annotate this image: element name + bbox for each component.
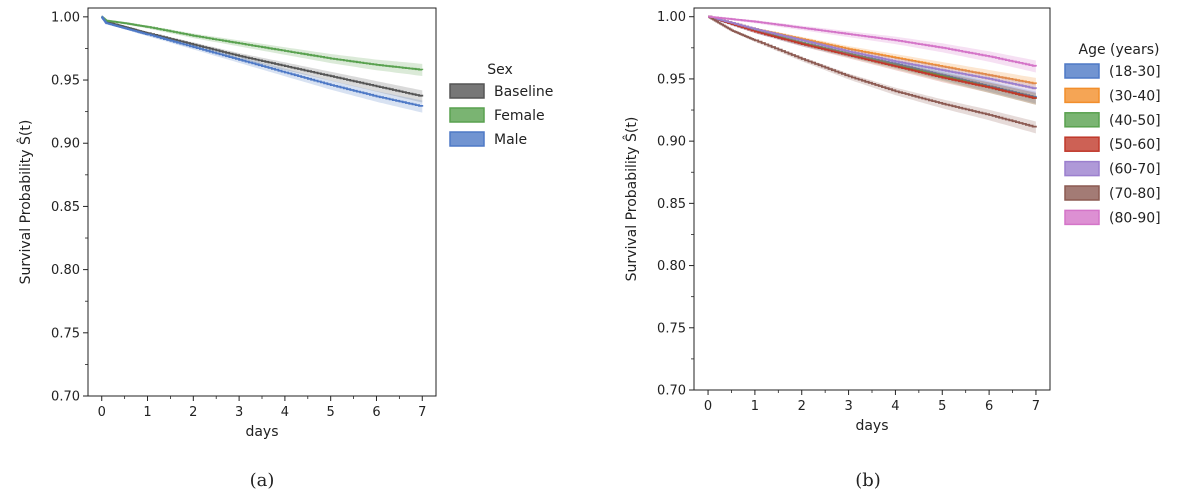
legend-label: Male bbox=[494, 132, 527, 148]
x-tick-label: 4 bbox=[281, 405, 289, 420]
y-tick-label: 0.70 bbox=[657, 384, 686, 399]
x-tick-label: 3 bbox=[844, 399, 852, 414]
legend: Age (years) (18-30] (30-40] (40-50] (50-60] (… bbox=[1064, 42, 1161, 226]
x-tick-label: 0 bbox=[98, 405, 106, 420]
series-line bbox=[708, 15, 1037, 99]
y-tick-label: 0.85 bbox=[51, 200, 80, 215]
y-tick-label: 0.75 bbox=[657, 321, 686, 336]
legend-swatch bbox=[1064, 87, 1100, 104]
y-tick-label: 0.90 bbox=[51, 137, 80, 152]
y-tick-label: 0.85 bbox=[657, 197, 686, 212]
series-line bbox=[101, 15, 424, 71]
legend-swatch bbox=[449, 131, 485, 147]
y-tick-label: 0.80 bbox=[657, 259, 686, 274]
legend-swatch bbox=[1064, 209, 1100, 226]
y-axis-label: Survival Probability Ŝ(t) bbox=[16, 120, 34, 285]
x-tick-label: 7 bbox=[1032, 399, 1040, 414]
y-tick-label: 0.95 bbox=[657, 72, 686, 87]
x-tick-label: 5 bbox=[938, 399, 946, 414]
x-tick-label: 4 bbox=[891, 399, 899, 414]
legend-label: (50-60] bbox=[1109, 137, 1161, 153]
y-tick-label: 1.00 bbox=[51, 10, 80, 25]
legend-swatch bbox=[1064, 136, 1100, 152]
legend-label: (80-90] bbox=[1109, 210, 1161, 226]
confidence-band bbox=[101, 16, 423, 103]
x-axis-label: days bbox=[855, 418, 888, 434]
y-tick-label: 0.90 bbox=[657, 135, 686, 150]
y-tick-label: 0.95 bbox=[51, 74, 80, 89]
x-tick-label: 2 bbox=[798, 399, 806, 414]
legend-swatch bbox=[1064, 63, 1100, 79]
series-line bbox=[708, 15, 1037, 90]
plot-frame bbox=[693, 7, 1051, 391]
series-line bbox=[101, 15, 424, 107]
legend-swatch bbox=[449, 83, 485, 99]
panel-caption: (b) bbox=[855, 470, 881, 491]
legend-label: (60-70] bbox=[1109, 162, 1161, 178]
legend-label: (18-30] bbox=[1109, 64, 1161, 80]
y-axis-label: Survival Probability Ŝ(t) bbox=[622, 117, 640, 282]
legend-label: Baseline bbox=[494, 84, 553, 100]
x-tick-label: 1 bbox=[751, 399, 759, 414]
legend-swatch bbox=[1064, 160, 1100, 177]
y-tick-label: 0.80 bbox=[51, 263, 80, 278]
y-tick-label: 1.00 bbox=[657, 10, 686, 25]
x-tick-label: 5 bbox=[327, 405, 335, 420]
legend-label: Female bbox=[494, 108, 545, 124]
legend-title: Sex bbox=[487, 62, 513, 78]
panel-caption: (a) bbox=[250, 470, 275, 491]
series-line bbox=[708, 15, 1037, 128]
x-tick-label: 6 bbox=[985, 399, 993, 414]
series-line bbox=[708, 15, 1037, 67]
x-tick-label: 3 bbox=[235, 405, 243, 420]
legend-swatch bbox=[1064, 185, 1100, 201]
x-tick-label: 1 bbox=[143, 405, 151, 420]
legend-label: (30-40] bbox=[1109, 88, 1161, 104]
panel-a: 0 1 2 3 4 5 6 7 0.70 0.75 0.80 0.85 0.90 0.95 1.00 days… bbox=[16, 7, 553, 491]
x-tick-label: 2 bbox=[189, 405, 197, 420]
x-tick-label: 7 bbox=[418, 405, 426, 420]
confidence-band bbox=[708, 16, 1036, 134]
x-axis-label: days bbox=[245, 424, 278, 440]
y-tick-label: 0.75 bbox=[51, 326, 80, 341]
legend-title: Age (years) bbox=[1079, 42, 1160, 58]
legend-swatch bbox=[1064, 112, 1100, 128]
legend-label: (40-50] bbox=[1109, 113, 1161, 129]
legend-swatch bbox=[449, 107, 485, 123]
legend-label: (70-80] bbox=[1109, 186, 1161, 202]
x-tick-label: 0 bbox=[704, 399, 712, 414]
x-tick-label: 6 bbox=[372, 405, 380, 420]
y-tick-label: 0.70 bbox=[51, 390, 80, 405]
panel-b: 0 1 2 3 4 5 6 7 0.70 0.75 0.80 0.85 0.90 0.95 1.00 days… bbox=[622, 7, 1161, 491]
legend: Sex Baseline Female Male bbox=[449, 62, 553, 148]
